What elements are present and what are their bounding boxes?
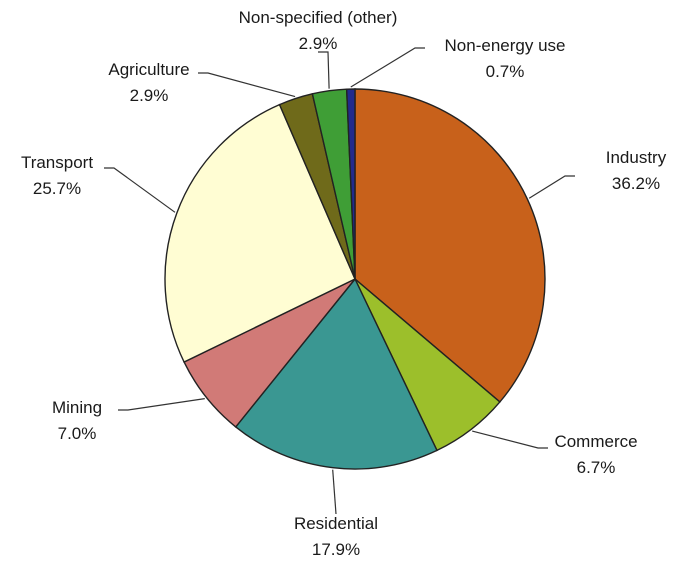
leader-line-commerce bbox=[472, 430, 548, 449]
leader-line-non-specified-other bbox=[318, 51, 330, 89]
label-residential-name: Residential bbox=[294, 514, 378, 533]
leader-line-industry bbox=[528, 175, 575, 199]
leader-lines bbox=[104, 47, 575, 515]
leader-line-mining bbox=[118, 398, 205, 411]
pie-slices bbox=[164, 88, 546, 470]
label-agriculture-name: Agriculture bbox=[108, 60, 189, 79]
label-non-energy-name: Non-energy use bbox=[445, 36, 566, 55]
label-mining-name: Mining bbox=[52, 398, 102, 417]
label-commerce-name: Commerce bbox=[554, 432, 637, 451]
label-commerce-value: 6.7% bbox=[577, 458, 616, 477]
pie-slice-non-energy-use bbox=[345, 88, 356, 280]
label-residential-value: 17.9% bbox=[312, 540, 360, 559]
pie-slice-residential bbox=[234, 277, 438, 470]
label-industry-name: Industry bbox=[606, 148, 667, 167]
label-non-specified-value: 2.9% bbox=[299, 34, 338, 53]
label-industry-value: 36.2% bbox=[612, 174, 660, 193]
leader-line-transport bbox=[104, 167, 176, 213]
label-transport-name: Transport bbox=[21, 153, 93, 172]
label-mining-value: 7.0% bbox=[58, 424, 97, 443]
leader-line-residential bbox=[332, 469, 337, 515]
label-non-specified-name: Non-specified (other) bbox=[239, 8, 398, 27]
pie-slice-industry bbox=[354, 88, 546, 403]
label-agriculture-value: 2.9% bbox=[130, 86, 169, 105]
label-non-energy-value: 0.7% bbox=[486, 62, 525, 81]
leader-line-non-energy-use bbox=[350, 47, 425, 88]
leader-line-agriculture bbox=[198, 72, 296, 98]
pie-slice-transport bbox=[164, 103, 356, 363]
label-transport-value: 25.7% bbox=[33, 179, 81, 198]
